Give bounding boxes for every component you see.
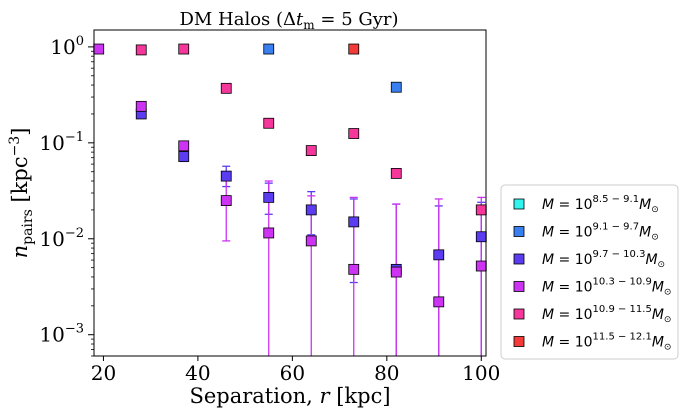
legend-label: M = 1010.9 − 11.5M⊙ (542, 304, 671, 325)
data-point (263, 191, 275, 203)
data-point (390, 168, 402, 179)
data-point (135, 100, 147, 112)
data-point (348, 128, 360, 139)
y-axis-label: npairs [kpc−3] (7, 128, 36, 259)
data-point (178, 140, 190, 152)
data-point (305, 204, 317, 216)
legend-items: M = 108.5 − 9.1M⊙ M = 109.1 − 9.7M⊙ M = 10… (513, 194, 671, 353)
legend-swatch (513, 253, 525, 265)
y-tick-label: 10−3 (39, 322, 84, 347)
data-point (220, 82, 232, 94)
legend-swatch (513, 281, 525, 292)
data-point (475, 204, 487, 216)
x-axis-ticks: 20 40 60 80 100 (91, 356, 500, 385)
data-point (475, 260, 487, 272)
legend: M = 108.5 − 9.1M⊙ M = 109.1 − 9.7M⊙ M = 10… (500, 184, 679, 360)
y-tick-label: 100 (50, 34, 84, 59)
data-point (305, 145, 317, 156)
legend-item: M = 109.7 − 10.3M⊙ (513, 249, 665, 270)
data-point (348, 216, 360, 228)
legend-label: M = 1010.3 − 10.9M⊙ (542, 277, 671, 298)
data-point (305, 235, 317, 247)
data-point (390, 81, 402, 93)
legend-item: M = 1011.5 − 12.1M⊙ (513, 332, 671, 353)
legend-swatch (513, 226, 525, 237)
legend-item: M = 109.1 − 9.7M⊙ (513, 222, 659, 243)
x-tick-label: 40 (185, 361, 210, 385)
x-tick-label: 100 (462, 361, 500, 385)
legend-swatch (513, 308, 525, 320)
data-point (348, 263, 360, 275)
data-point (433, 296, 445, 308)
legend-item: M = 1010.3 − 10.9M⊙ (513, 277, 671, 298)
legend-label: M = 109.1 − 9.7M⊙ (542, 222, 659, 243)
legend-label: M = 109.7 − 10.3M⊙ (542, 249, 665, 270)
data-point (263, 117, 275, 129)
data-point (135, 44, 147, 56)
legend-item: M = 1010.9 − 11.5M⊙ (513, 304, 671, 325)
data-point (220, 195, 232, 206)
data-point (433, 249, 445, 261)
y-tick-label: 10−2 (39, 226, 84, 251)
legend-swatch (513, 198, 525, 210)
y-tick-label: 10−1 (39, 130, 84, 155)
data-point (263, 227, 275, 239)
legend-label: M = 108.5 − 9.1M⊙ (542, 194, 659, 215)
data-point (263, 43, 275, 55)
data-point (220, 170, 232, 182)
chart-title: DM Halos (Δtm = 5 Gyr) (179, 9, 398, 32)
legend-frame (500, 184, 679, 360)
data-point (475, 231, 487, 243)
legend-item: M = 108.5 − 9.1M⊙ (513, 194, 659, 215)
legend-label: M = 1011.5 − 12.1M⊙ (542, 332, 671, 353)
legend-swatch (513, 336, 525, 347)
x-tick-label: 20 (91, 361, 116, 385)
data-markers (93, 43, 487, 308)
data-point (348, 43, 360, 55)
data-point (93, 43, 105, 55)
data-point (390, 266, 402, 278)
x-tick-label: 60 (280, 361, 305, 385)
data-point (178, 43, 190, 55)
y-axis-ticks: 10−3 10−2 10−1 100 (39, 34, 94, 357)
data-point (178, 151, 190, 162)
x-axis-label: Separation, r [kpc] (189, 384, 390, 408)
x-tick-label: 80 (374, 361, 399, 385)
